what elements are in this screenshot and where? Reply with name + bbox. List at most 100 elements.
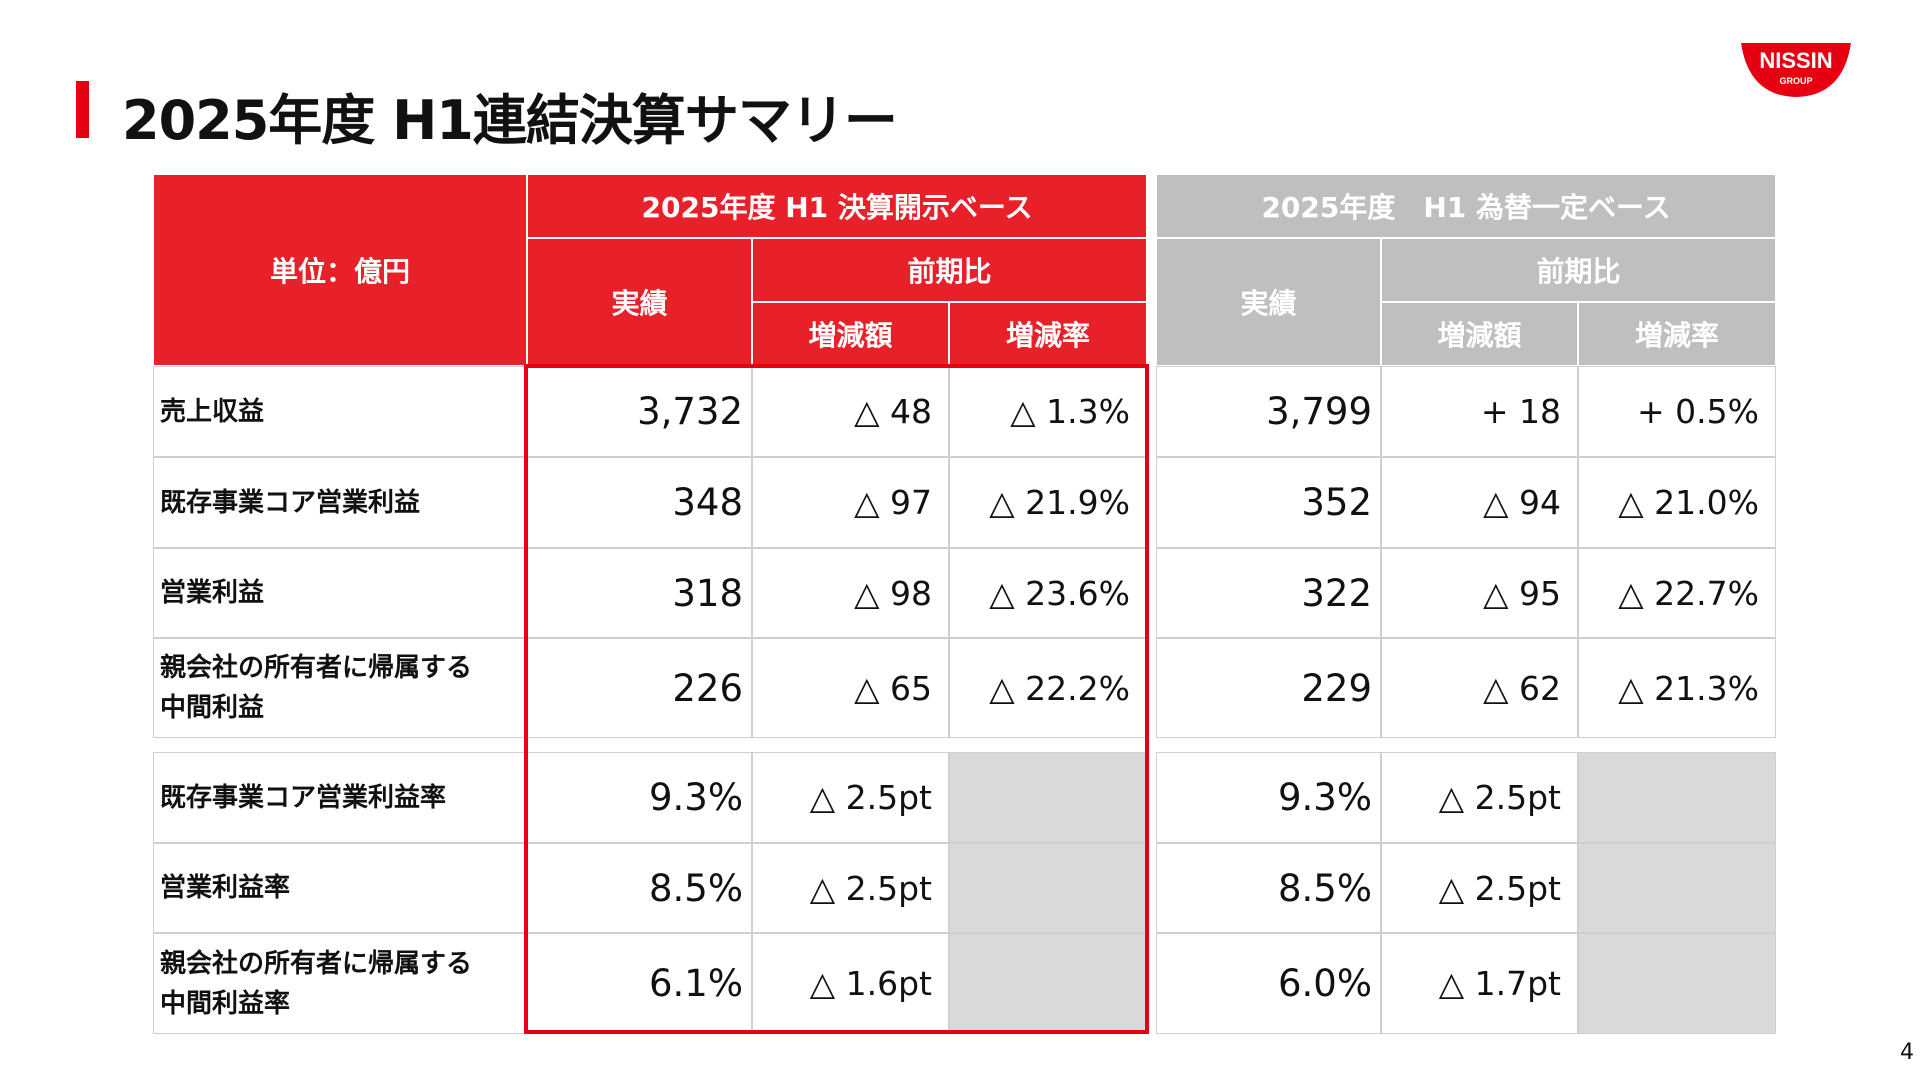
fx-value: △ 95 [1381,548,1578,638]
fx-value: 352 [1156,457,1381,548]
row-label: 親会社の所有者に帰属する 中間利益率 [153,933,527,1034]
disclosed-value: △ 65 [752,638,949,738]
fx-value-text: △ 2.5pt [1438,868,1561,908]
fx-value: △ 22.7% [1578,548,1776,638]
disclosed-base-header: 2025年度 H1 決算開示ベース [527,174,1147,238]
svg-text:GROUP: GROUP [1779,76,1812,86]
disclosed-actual-header-text: 実績 [611,287,668,320]
disclosed-value-text: 318 [672,571,743,615]
fx-value: 3,799 [1156,366,1381,457]
row-label: 既存事業コア営業利益 [153,457,527,548]
empty-cell [949,843,1147,933]
disclosed-change-rate-header: 増減率 [949,302,1147,366]
row-label: 営業利益 [153,548,527,638]
fx-actual-header-text: 実績 [1240,287,1297,320]
fx-change-rate-header-text: 増減率 [1634,319,1719,352]
fx-value-text: △ 94 [1483,483,1561,522]
disclosed-yoy-header: 前期比 [752,238,1147,302]
disclosed-value: △ 1.3% [949,366,1147,457]
fx-value: 6.0% [1156,933,1381,1034]
fx-yoy-header-text: 前期比 [1536,255,1621,288]
disclosed-value-text: 226 [672,666,743,710]
fx-value: + 0.5% [1578,366,1776,457]
fx-value: △ 1.7pt [1381,933,1578,1034]
disclosed-value-text: △ 2.5pt [809,868,932,908]
disclosed-value: 6.1% [527,933,752,1034]
fx-value-text: 352 [1301,481,1372,524]
empty-cell [1578,843,1776,933]
fx-value-text: △ 95 [1483,573,1561,613]
svg-text:NISSIN: NISSIN [1759,48,1832,73]
disclosed-value-text: △ 65 [854,668,932,708]
fx-value-text: 322 [1301,571,1372,615]
fx-change-amount-header: 増減額 [1381,302,1578,366]
fx-value-text: △ 1.7pt [1438,964,1561,1003]
fx-change-amount-header-text: 増減額 [1437,319,1522,352]
fx-value-text: + 18 [1480,392,1561,431]
fx-value-text: △ 22.7% [1618,573,1759,613]
unit-header-text: 単位：億円 [269,255,410,288]
fx-value-text: △ 21.0% [1618,483,1759,522]
disclosed-change-rate-header-text: 増減率 [1005,319,1090,352]
row-label-text: 親会社の所有者に帰属する 中間利益 [160,653,473,723]
row-label-text: 既存事業コア営業利益率 [160,782,447,813]
disclosed-value: 318 [527,548,752,638]
disclosed-value: △ 22.2% [949,638,1147,738]
constant-fx-base-header-text: 2025年度 H1 為替一定ベース [1261,191,1671,224]
fx-value-text: 3,799 [1266,390,1372,433]
empty-cell [1578,933,1776,1034]
disclosed-actual-header: 実績 [527,238,752,366]
row-label-text: 営業利益 [160,578,265,608]
disclosed-value-text: △ 1.3% [1010,392,1130,431]
fx-change-rate-header: 増減率 [1578,302,1776,366]
fx-value-text: △ 2.5pt [1438,778,1561,817]
empty-cell [949,752,1147,843]
row-label: 営業利益率 [153,843,527,933]
disclosed-base-header-text: 2025年度 H1 決算開示ベース [641,191,1033,224]
fx-yoy-header: 前期比 [1381,238,1776,302]
row-label-text: 親会社の所有者に帰属する 中間利益率 [160,948,473,1019]
disclosed-value: △ 2.5pt [752,752,949,843]
disclosed-value-text: △ 48 [854,392,932,431]
disclosed-value-text: △ 21.9% [989,483,1130,522]
disclosed-change-amount-header-text: 増減額 [808,319,893,352]
nissin-logo: NISSIN GROUP [1741,43,1851,97]
disclosed-value-text: △ 22.2% [989,668,1130,708]
disclosed-value: 226 [527,638,752,738]
disclosed-value: △ 21.9% [949,457,1147,548]
fx-value: 322 [1156,548,1381,638]
disclosed-value: △ 48 [752,366,949,457]
fx-value: 9.3% [1156,752,1381,843]
page-number: 4 [1900,1040,1914,1065]
title-accent-bar [76,81,89,138]
empty-cell [1578,752,1776,843]
fx-value: 8.5% [1156,843,1381,933]
unit-header: 単位：億円 [153,174,527,366]
fx-value: △ 2.5pt [1381,843,1578,933]
disclosed-value: 9.3% [527,752,752,843]
row-label: 売上収益 [153,366,527,457]
disclosed-value: △ 98 [752,548,949,638]
disclosed-value-text: △ 2.5pt [809,778,932,817]
disclosed-value: 3,732 [527,366,752,457]
disclosed-value: △ 2.5pt [752,843,949,933]
disclosed-value-text: 6.1% [649,962,743,1005]
disclosed-yoy-header-text: 前期比 [907,255,992,288]
disclosed-value-text: △ 23.6% [989,573,1130,613]
fx-value: + 18 [1381,366,1578,457]
row-label-text: 既存事業コア営業利益 [160,487,421,518]
row-label: 既存事業コア営業利益率 [153,752,527,843]
fx-value-text: 6.0% [1278,962,1372,1005]
disclosed-value-text: 3,732 [637,390,743,433]
disclosed-change-amount-header: 増減額 [752,302,949,366]
disclosed-value: 348 [527,457,752,548]
fx-value-text: 9.3% [1278,776,1372,819]
disclosed-value-text: 348 [672,481,743,524]
empty-cell [949,933,1147,1034]
fx-value-text: 229 [1301,666,1372,710]
disclosed-value-text: △ 98 [854,573,932,613]
disclosed-value: △ 97 [752,457,949,548]
fx-value: △ 94 [1381,457,1578,548]
constant-fx-base-header: 2025年度 H1 為替一定ベース [1156,174,1776,238]
disclosed-value-text: 9.3% [649,776,743,819]
